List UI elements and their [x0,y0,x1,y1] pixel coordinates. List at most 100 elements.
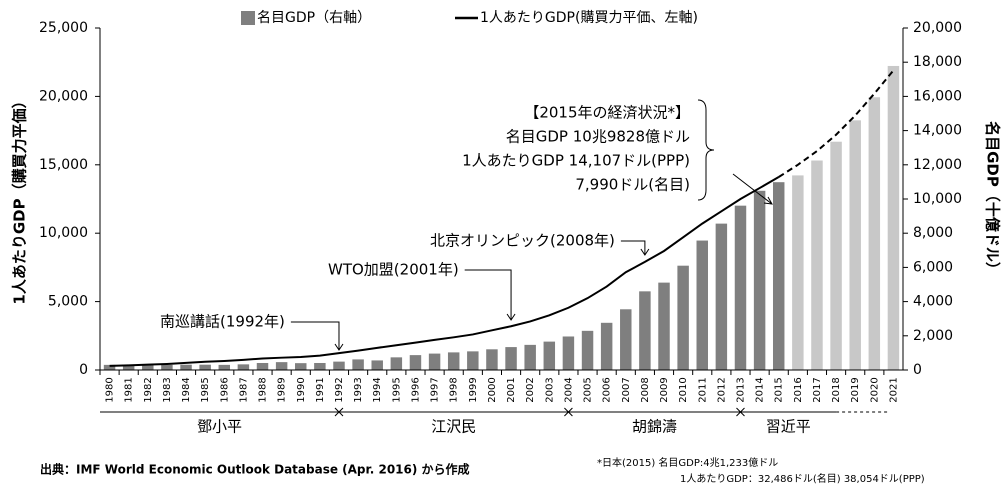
bar [600,322,613,370]
box-line: 名目GDP 10兆9828億ドル [506,128,690,146]
y-tick-label: 20,000 [39,88,88,104]
annotation: WTO加盟(2001年) [328,261,459,279]
era-divider [736,407,745,417]
x-tick-label: 2019 [850,377,861,402]
bar [677,265,689,370]
bar [122,365,135,370]
x-tick-label: 2020 [869,377,880,402]
x-tick-label: 2012 [716,377,727,402]
bar [849,120,861,370]
bar [371,360,383,370]
x-tick-label: 1999 [468,377,479,402]
x-tick-label: 2001 [506,377,517,402]
bar [467,351,479,370]
arrow-head [640,248,650,256]
bar [218,364,231,370]
annotation-arrow [290,321,340,350]
bar [199,364,211,370]
bar [753,190,766,370]
x-tick-label: 1997 [430,377,441,402]
bar [811,160,823,370]
era-divider [334,407,344,417]
x-tick-label: 1986 [219,377,230,402]
x-tick-label: 1998 [449,377,460,402]
y2-tick-label: 2,000 [913,328,953,344]
bar [581,330,594,370]
x-tick-label: 1996 [410,377,421,402]
y2-tick-label: 4,000 [913,294,953,310]
x-tick-label: 1983 [162,377,173,402]
bar [180,364,192,370]
bar [409,355,422,370]
x-tick-label: 1981 [124,377,135,402]
bar [830,141,842,370]
x-tick-label: 1994 [372,377,383,402]
bar [390,357,403,370]
x-tick-label: 2010 [678,377,689,402]
x-tick-label: 2016 [793,377,804,402]
x-tick-label: 2006 [602,377,613,402]
bar [868,97,881,370]
x-tick-label: 1988 [258,377,269,402]
bar [524,344,536,370]
legend-label: 名目GDP（右軸） [257,10,371,26]
line [109,176,780,367]
y-tick-label: 15,000 [39,157,88,173]
x-tick-label: 1987 [238,377,249,402]
bar [275,362,288,370]
era-label: 江沢民 [431,418,476,436]
era-label: 胡錦濤 [632,418,677,436]
bar [734,205,747,370]
bar [639,291,651,370]
x-tick-label: 2000 [487,377,498,402]
x-tick-label: 2004 [563,377,574,402]
x-tick-label: 1995 [391,377,402,402]
x-tick-label: 1980 [105,377,116,402]
bar [161,364,173,370]
legend-swatch [241,11,255,25]
bar [295,363,307,370]
bar [428,353,441,370]
y2-tick-label: 14,000 [913,123,962,139]
x-tick-label: 2017 [812,377,823,402]
box-arrow [732,173,773,205]
bar [658,282,670,370]
annotation: 南巡講話(1992年) [160,313,285,331]
x-tick-label: 2011 [697,377,708,402]
bar [620,309,632,370]
x-tick-label: 2018 [831,377,842,402]
bar [792,175,804,370]
bar [772,182,785,370]
bar [333,361,345,370]
x-tick-label: 1990 [296,377,307,402]
arrow-head [506,313,516,321]
y2-axis-label: 名目GDP（十億ドル） [984,121,1002,277]
era-label: 習近平 [766,418,811,436]
x-tick-label: 1985 [200,377,211,402]
era-label: 鄧小平 [197,418,242,436]
arrow-head [334,343,344,351]
x-tick-label: 2009 [659,377,670,402]
bar [256,362,269,370]
x-tick-label: 1984 [181,377,192,402]
x-tick-label: 2008 [640,377,651,402]
x-tick-label: 2021 [888,377,899,402]
x-tick-label: 2013 [735,377,746,402]
bar [505,347,517,370]
footnote: 1人あたりGDP：32,486ドル(名目) 38,054ドル(PPP) [680,472,925,485]
y-tick-label: 25,000 [39,20,88,36]
x-tick-label: 2015 [774,377,785,402]
legend-label: 1人あたりGDP(購買力平価、左軸) [480,10,698,26]
line [778,69,895,178]
box-line: 1人あたりGDP 14,107ドル(PPP) [462,152,690,170]
y2-tick-label: 20,000 [913,20,962,36]
box-line: 7,990ドル(名目) [575,176,690,194]
annotation: 北京オリンピック(2008年) [430,232,615,250]
x-tick-label: 2002 [525,377,536,402]
x-tick-label: 1989 [277,377,288,402]
y2-tick-label: 16,000 [913,88,962,104]
bar [696,240,708,370]
y-axis-label: 1人あたりGDP（購買力平価） [11,93,29,304]
y-tick-label: 5,000 [48,294,88,310]
era-divider [564,407,573,417]
